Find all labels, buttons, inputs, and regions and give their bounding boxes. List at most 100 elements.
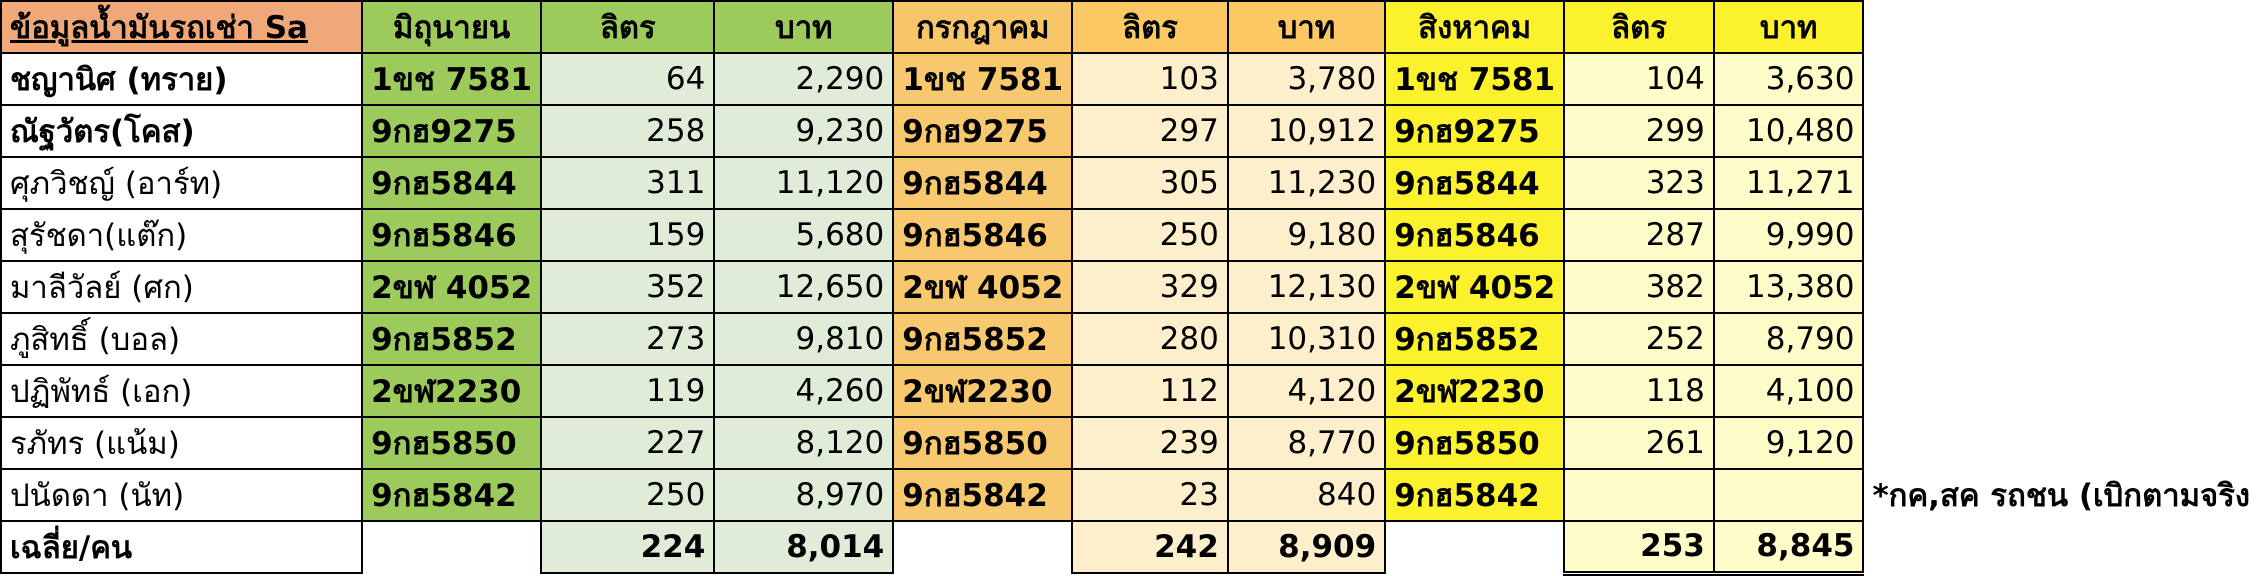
plate-cell-august[interactable]: 9กฮ5850 [1384,416,1566,470]
baht-cell-august[interactable]: 10,480 [1712,104,1865,158]
liters-cell-august[interactable]: 261 [1563,416,1715,470]
plate-cell-august[interactable]: 2ขฬ2230 [1384,364,1566,418]
plate-cell-august[interactable]: 9กฮ5842 [1384,468,1566,522]
baht-cell-june[interactable]: 12,650 [713,260,895,314]
baht-cell-august[interactable]: 13,380 [1712,260,1865,314]
liters-cell-june[interactable]: 227 [540,416,716,470]
average-baht-june[interactable]: 8,014 [713,520,895,574]
baht-cell-june[interactable]: 11,120 [713,156,895,210]
liters-cell-august[interactable] [1563,468,1715,522]
baht-cell-august[interactable]: 8,790 [1712,312,1865,366]
plate-cell-july[interactable]: 1ขช 7581 [892,52,1074,106]
remark-note[interactable]: *กค,สค รถชน (เบิกตามจริง [1872,478,2250,514]
plate-cell-august[interactable]: 9กฮ5846 [1384,208,1566,262]
plate-cell-august[interactable]: 2ขฬ 4052 [1384,260,1566,314]
month-header-june[interactable]: มิถุนายน [361,0,543,54]
baht-cell-july[interactable]: 9,180 [1226,208,1387,262]
liters-cell-august[interactable]: 104 [1563,52,1715,106]
baht-cell-july[interactable]: 840 [1226,468,1387,522]
liters-cell-june[interactable]: 311 [540,156,716,210]
baht-cell-august[interactable]: 11,271 [1712,156,1865,210]
driver-name-cell[interactable]: ภูสิทธิ์ (บอล) [0,312,364,366]
plate-cell-june[interactable]: 9กฮ5844 [361,156,543,210]
plate-cell-july[interactable]: 9กฮ9275 [892,104,1074,158]
plate-cell-july[interactable]: 9กฮ5852 [892,312,1074,366]
driver-name-cell[interactable]: ปฏิพัทธ์ (เอก) [0,364,364,418]
plate-cell-june[interactable]: 9กฮ5846 [361,208,543,262]
liters-header-august[interactable]: ลิตร [1563,0,1715,54]
month-header-august[interactable]: สิงหาคม [1384,0,1566,54]
baht-cell-july[interactable]: 8,770 [1226,416,1387,470]
baht-cell-august[interactable]: 9,120 [1712,416,1865,470]
liters-cell-august[interactable]: 252 [1563,312,1715,366]
liters-cell-july[interactable]: 297 [1071,104,1229,158]
liters-cell-june[interactable]: 119 [540,364,716,418]
baht-cell-august[interactable] [1712,468,1865,522]
baht-cell-july[interactable]: 4,120 [1226,364,1387,418]
liters-cell-june[interactable]: 250 [540,468,716,522]
baht-cell-july[interactable]: 11,230 [1226,156,1387,210]
baht-cell-august[interactable]: 3,630 [1712,52,1865,106]
plate-cell-july[interactable]: 2ขฬ2230 [892,364,1074,418]
liters-cell-july[interactable]: 329 [1071,260,1229,314]
liters-cell-july[interactable]: 23 [1071,468,1229,522]
sheet-title[interactable]: ข้อมูลน้ำมันรถเช่า Sa [0,0,364,54]
baht-header-june[interactable]: บาท [713,0,895,54]
baht-cell-june[interactable]: 8,120 [713,416,895,470]
baht-cell-june[interactable]: 5,680 [713,208,895,262]
average-liters-june[interactable]: 224 [540,520,716,574]
liters-cell-june[interactable]: 64 [540,52,716,106]
baht-cell-june[interactable]: 9,810 [713,312,895,366]
baht-cell-july[interactable]: 12,130 [1226,260,1387,314]
plate-cell-july[interactable]: 9กฮ5850 [892,416,1074,470]
plate-cell-june[interactable]: 2ขฬ 4052 [361,260,543,314]
baht-cell-june[interactable]: 8,970 [713,468,895,522]
liters-cell-july[interactable]: 250 [1071,208,1229,262]
liters-cell-june[interactable]: 273 [540,312,716,366]
liters-cell-june[interactable]: 258 [540,104,716,158]
plate-cell-july[interactable]: 9กฮ5846 [892,208,1074,262]
liters-cell-july[interactable]: 305 [1071,156,1229,210]
plate-cell-june[interactable]: 1ขช 7581 [361,52,543,106]
plate-cell-august[interactable]: 9กฮ9275 [1384,104,1566,158]
driver-name-cell[interactable]: ชญานิศ (ทราย) [0,52,364,106]
plate-cell-june[interactable]: 9กฮ5850 [361,416,543,470]
baht-cell-june[interactable]: 9,230 [713,104,895,158]
baht-cell-june[interactable]: 4,260 [713,364,895,418]
liters-cell-july[interactable]: 112 [1071,364,1229,418]
average-label[interactable]: เฉลี่ย/คน [0,520,364,574]
average-baht-july[interactable]: 8,909 [1226,520,1387,574]
baht-header-august[interactable]: บาท [1712,0,1865,54]
average-liters-july[interactable]: 242 [1071,520,1229,574]
baht-cell-august[interactable]: 9,990 [1712,208,1865,262]
liters-cell-august[interactable]: 323 [1563,156,1715,210]
liters-header-june[interactable]: ลิตร [540,0,716,54]
liters-cell-august[interactable]: 299 [1563,104,1715,158]
liters-cell-august[interactable]: 382 [1563,260,1715,314]
driver-name-cell[interactable]: มาลีวัลย์ (ศก) [0,260,364,314]
plate-cell-june[interactable]: 2ขฬ2230 [361,364,543,418]
baht-header-july[interactable]: บาท [1226,0,1387,54]
baht-cell-july[interactable]: 3,780 [1226,52,1387,106]
driver-name-cell[interactable]: รภัทร (แน้ม) [0,416,364,470]
baht-cell-july[interactable]: 10,912 [1226,104,1387,158]
liters-cell-august[interactable]: 287 [1563,208,1715,262]
month-header-july[interactable]: กรกฎาคม [892,0,1074,54]
average-liters-august[interactable]: 253 [1563,520,1715,576]
plate-cell-august[interactable]: 9กฮ5852 [1384,312,1566,366]
liters-cell-july[interactable]: 103 [1071,52,1229,106]
plate-cell-august[interactable]: 1ขช 7581 [1384,52,1566,106]
plate-cell-july[interactable]: 9กฮ5844 [892,156,1074,210]
plate-cell-june[interactable]: 9กฮ5842 [361,468,543,522]
average-baht-august[interactable]: 8,845 [1712,520,1865,576]
liters-cell-june[interactable]: 352 [540,260,716,314]
driver-name-cell[interactable]: ณัฐวัตร(โคส) [0,104,364,158]
driver-name-cell[interactable]: สุรัชดา(แต๊ก) [0,208,364,262]
plate-cell-june[interactable]: 9กฮ9275 [361,104,543,158]
driver-name-cell[interactable]: ศุภวิชญ์ (อาร์ท) [0,156,364,210]
driver-name-cell[interactable]: ปนัดดา (นัท) [0,468,364,522]
plate-cell-august[interactable]: 9กฮ5844 [1384,156,1566,210]
plate-cell-july[interactable]: 2ขฬ 4052 [892,260,1074,314]
liters-cell-july[interactable]: 280 [1071,312,1229,366]
baht-cell-june[interactable]: 2,290 [713,52,895,106]
